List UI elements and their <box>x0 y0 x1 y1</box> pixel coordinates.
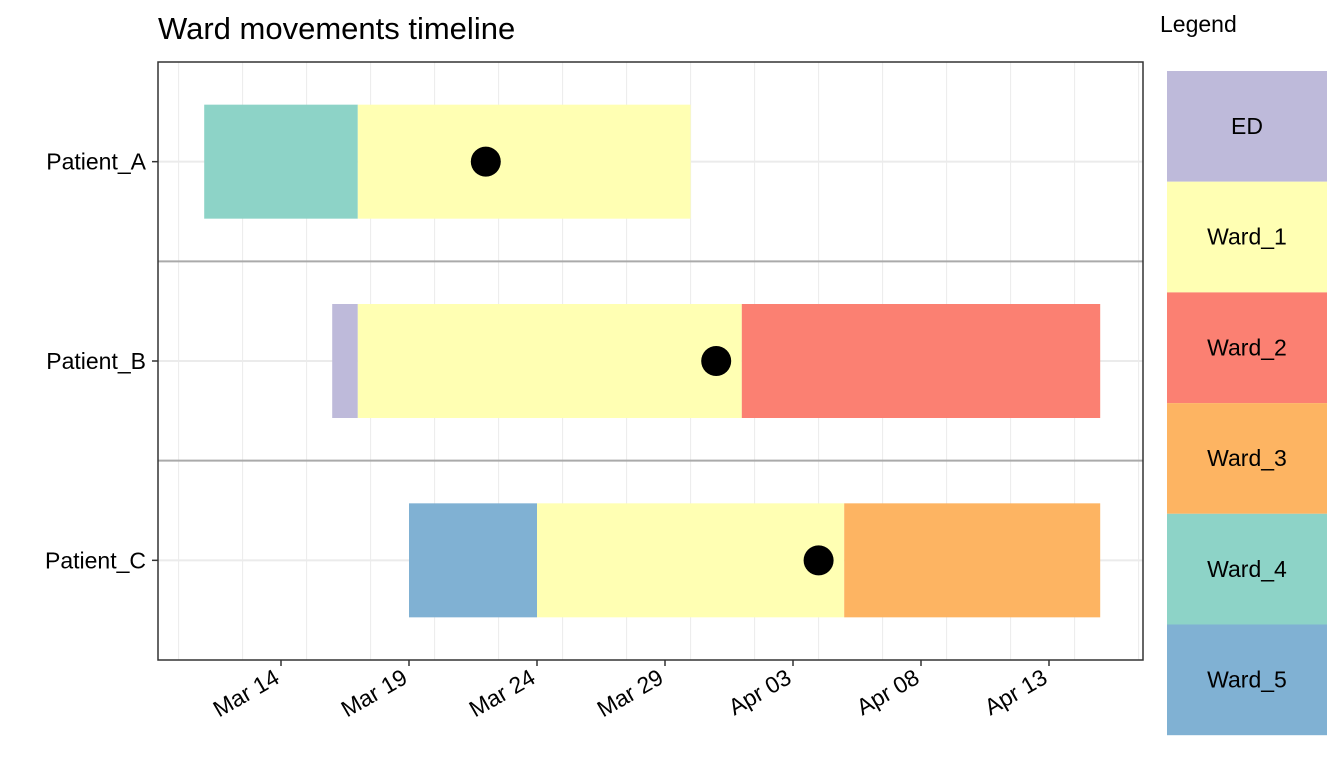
legend-label: ED <box>1231 113 1263 139</box>
y-tick-label: Patient_A <box>46 149 146 175</box>
stay-bar-Patient_C-Ward_5 <box>409 503 537 618</box>
stay-bar-Patient_A-Ward_1 <box>357 104 691 219</box>
legend-label: Ward_2 <box>1207 334 1287 360</box>
legend-label: Ward_4 <box>1207 556 1287 582</box>
stay-bar-Patient_C-Ward_1 <box>537 503 845 618</box>
legend: ED Ward_1 Ward_2 Ward_3 Ward_4 Ward_5 <box>1167 71 1327 736</box>
y-tick-label: Patient_B <box>46 348 146 374</box>
legend-key-Ward_5 <box>1167 624 1327 736</box>
x-tick-label: Apr 13 <box>980 664 1052 720</box>
stay-bar-Patient_B-Ward_1 <box>357 304 742 418</box>
event-point-Patient_C <box>803 545 834 576</box>
x-tick-label: Apr 08 <box>852 664 924 720</box>
legend-key-Ward_3 <box>1167 403 1327 514</box>
x-tick-label: Mar 29 <box>592 664 667 722</box>
legend-label: Ward_1 <box>1207 224 1287 250</box>
legend-key-Ward_2 <box>1167 292 1327 404</box>
chart-title: Ward movements timeline <box>158 11 515 46</box>
stay-bar-Patient_B-ED <box>332 304 358 418</box>
legend-key-Ward_1 <box>1167 181 1327 293</box>
stay-bar-Patient_A-Ward_4 <box>204 104 358 219</box>
panel-border <box>157 61 1144 661</box>
legend-key-Ward_4 <box>1167 513 1327 625</box>
plot-area: Patient_A Patient_B Patient_C Mar 14 Mar 19 M… <box>45 61 1144 722</box>
stay-bar-Patient_B-Ward_2 <box>741 304 1101 418</box>
x-tick-label: Mar 19 <box>336 664 411 722</box>
legend-label: Ward_3 <box>1207 445 1287 471</box>
y-tick-label: Patient_C <box>45 547 146 573</box>
event-point-Patient_A <box>470 146 501 177</box>
x-tick-label: Apr 03 <box>724 664 796 720</box>
legend-label: Ward_5 <box>1207 667 1287 693</box>
x-tick-label: Mar 24 <box>464 664 539 722</box>
x-tick-label: Mar 14 <box>208 664 283 722</box>
legend-title: Legend <box>1160 11 1237 37</box>
stay-bar-Patient_C-Ward_3 <box>844 503 1101 618</box>
legend-key-ED <box>1167 71 1327 182</box>
event-point-Patient_B <box>701 346 732 376</box>
